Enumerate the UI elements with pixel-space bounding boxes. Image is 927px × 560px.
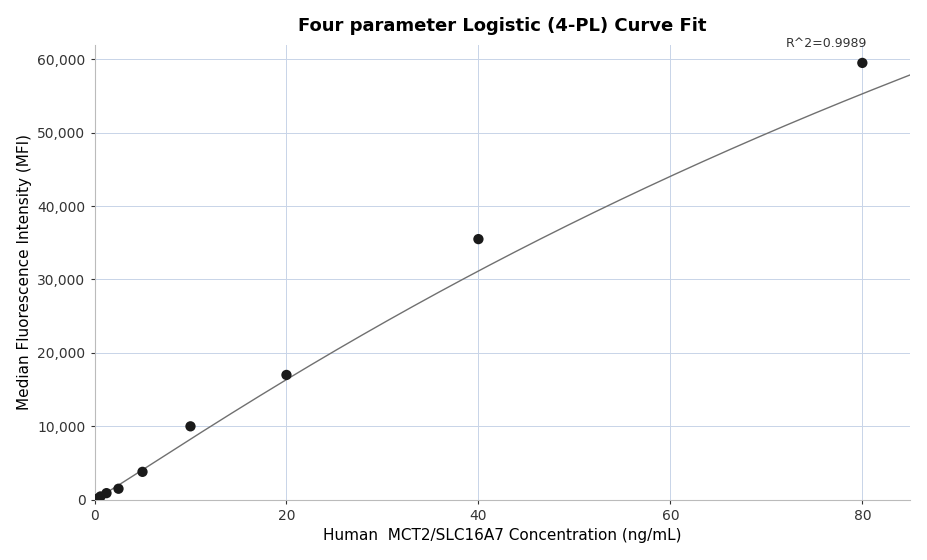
Text: R^2=0.9989: R^2=0.9989 bbox=[785, 38, 867, 50]
Point bbox=[855, 58, 870, 67]
Point bbox=[135, 468, 150, 477]
Point bbox=[90, 494, 105, 503]
Point bbox=[471, 235, 486, 244]
Point bbox=[93, 492, 108, 501]
Title: Four parameter Logistic (4-PL) Curve Fit: Four parameter Logistic (4-PL) Curve Fit bbox=[298, 17, 706, 35]
Point bbox=[279, 371, 294, 380]
Point bbox=[183, 422, 197, 431]
Y-axis label: Median Fluorescence Intensity (MFI): Median Fluorescence Intensity (MFI) bbox=[17, 134, 32, 410]
Point bbox=[99, 489, 114, 498]
X-axis label: Human  MCT2/SLC16A7 Concentration (ng/mL): Human MCT2/SLC16A7 Concentration (ng/mL) bbox=[324, 528, 681, 543]
Point bbox=[111, 484, 126, 493]
